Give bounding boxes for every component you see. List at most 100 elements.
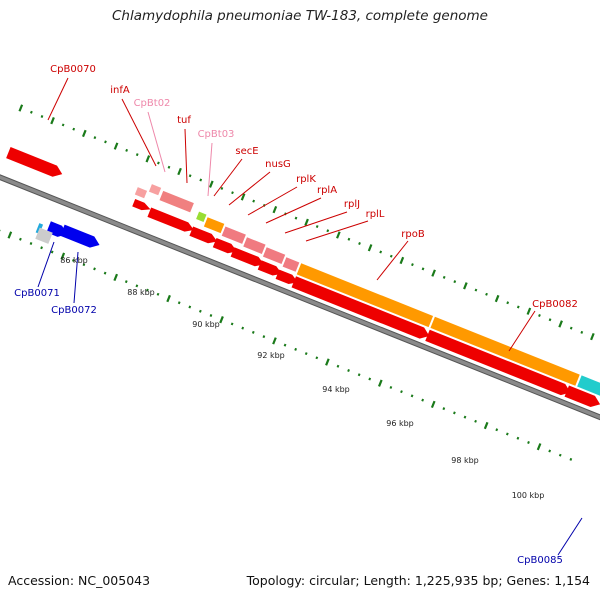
minor-tick	[40, 114, 44, 118]
minor-tick	[379, 250, 383, 254]
major-tick	[113, 142, 119, 150]
minor-tick	[167, 165, 171, 169]
minor-tick	[135, 153, 139, 157]
gene-label-cpb0071: CpB0071	[14, 288, 60, 299]
major-tick	[219, 316, 224, 324]
minor-tick	[527, 441, 530, 444]
gene-feature-cpbt03	[196, 211, 207, 223]
major-tick	[399, 256, 405, 265]
gene-label-cpb0085: CpB0085	[517, 555, 563, 566]
minor-tick	[262, 335, 266, 339]
gene-feature-nusG	[243, 237, 266, 254]
gene-feature-red-d	[212, 237, 237, 254]
minor-tick	[135, 284, 139, 288]
major-tick	[558, 320, 563, 328]
gene-label-cpb0070: CpB0070	[50, 64, 96, 75]
minor-tick	[326, 229, 330, 233]
gene-labels: CpB0070infACpBt02tufCpBt03secEnusGrplKrp…	[14, 64, 578, 566]
minor-tick	[442, 275, 446, 279]
leader-cpb0071	[37, 241, 55, 288]
minor-tick	[453, 411, 456, 415]
minor-tick	[421, 398, 425, 402]
minor-tick	[72, 127, 76, 131]
minor-tick	[125, 148, 129, 152]
gene-label-sece: secE	[235, 146, 258, 157]
minor-tick	[558, 453, 562, 457]
major-tick	[50, 117, 55, 125]
minor-tick	[19, 237, 22, 241]
leader-nusg	[228, 171, 271, 206]
minor-tick	[506, 301, 510, 305]
minor-tick	[198, 309, 202, 313]
gene-feature-red-g	[275, 269, 298, 285]
scale-label-92kbp: 92 kbp	[257, 351, 285, 360]
gene-feature-red-c	[189, 226, 218, 244]
major-tick	[377, 379, 383, 387]
major-tick	[272, 205, 278, 214]
scale-label-94kbp: 94 kbp	[322, 385, 350, 394]
gene-label-rpll: rplL	[366, 209, 385, 220]
major-tick	[431, 269, 436, 277]
gene-label-rpla: rplA	[317, 185, 337, 196]
genome-backbone	[0, 174, 600, 421]
gene-feature-red-e	[230, 247, 265, 267]
minor-tick	[104, 140, 107, 144]
minor-tick	[103, 271, 107, 275]
minor-tick	[474, 288, 478, 292]
accession-text: Accession: NC_005043	[8, 573, 151, 588]
gene-label-rplk: rplK	[296, 174, 316, 185]
minor-tick	[252, 199, 256, 203]
gene-feature-blue	[60, 224, 100, 248]
minor-tick	[347, 369, 350, 372]
minor-tick	[389, 385, 393, 389]
gene-features	[6, 147, 600, 407]
minor-tick	[368, 377, 372, 381]
major-tick	[272, 337, 277, 345]
major-tick	[81, 129, 87, 138]
scale-label-98kbp: 98 kbp	[451, 456, 479, 465]
minor-tick	[463, 415, 467, 419]
major-tick	[304, 218, 309, 226]
major-tick	[367, 244, 373, 252]
major-tick	[18, 104, 24, 112]
minor-tick	[516, 436, 520, 440]
scale-label-86kbp: 86 kbp	[60, 256, 88, 265]
major-tick	[463, 282, 468, 290]
scale-labels: 86 kbp 88 kbp 90 kbp 92 kbp 94 kbp 96 kbp 98 k…	[60, 256, 544, 500]
scale-label-100kbp: 100 kbp	[512, 491, 545, 500]
gene-feature-cyan-small	[35, 223, 44, 234]
minor-tick	[188, 305, 192, 309]
scale-label-88kbp: 88 kbp	[127, 288, 155, 297]
leader-cpbt03	[207, 142, 213, 197]
gene-feature-pink-small	[134, 187, 148, 199]
label-leaders	[37, 77, 583, 556]
leader-sece	[213, 158, 243, 197]
gene-feature-grey	[35, 227, 53, 244]
minor-tick	[400, 390, 403, 394]
leader-cpbt02	[147, 111, 166, 173]
gene-feature-red-i	[425, 329, 571, 396]
major-tick	[209, 180, 214, 188]
minor-tick	[315, 225, 319, 229]
leader-rpla	[265, 197, 322, 224]
minor-tick	[548, 318, 552, 322]
minor-tick	[411, 263, 414, 267]
major-tick	[177, 167, 182, 176]
leader-cpb0072	[73, 251, 79, 304]
tick-marks	[0, 104, 595, 461]
gene-label-cpbt03: CpBt03	[198, 129, 235, 140]
leader-cpb0070	[47, 77, 69, 121]
minor-tick	[580, 330, 584, 334]
gene-feature-cpb0082	[430, 316, 580, 386]
major-tick	[526, 307, 532, 315]
minor-tick	[93, 136, 97, 140]
leader-rplj	[284, 211, 348, 234]
leader-infa	[121, 98, 157, 167]
minor-tick	[93, 267, 96, 271]
gene-feature-cyan	[577, 375, 600, 396]
minor-tick	[146, 288, 149, 292]
gene-label-infa: infA	[110, 85, 130, 96]
minor-tick	[569, 326, 573, 330]
gene-label-rplj: rplJ	[344, 199, 360, 210]
minor-tick	[61, 123, 65, 127]
